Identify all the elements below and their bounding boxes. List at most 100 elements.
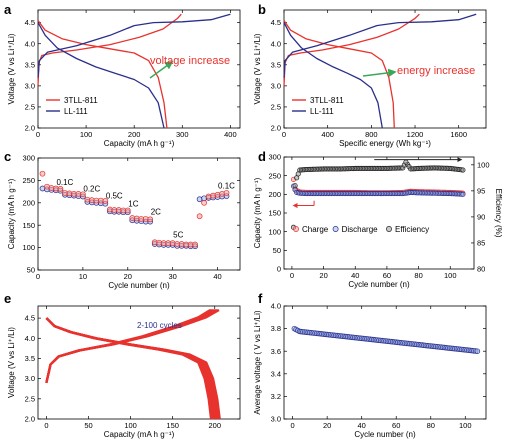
data-point-charge [219, 190, 225, 197]
data-point-discharge [460, 191, 466, 197]
data-point-charge [124, 207, 131, 214]
y-tick-label: 100 [22, 243, 35, 252]
y-tick-label: 3.2 [271, 392, 281, 401]
y-tick-label: 300 [268, 153, 281, 162]
y-axis-label: Voltage (V vs Li⁺/Li) [253, 33, 262, 104]
y-axis-label: Capacity (mA h g⁻¹) [253, 177, 262, 248]
y-tick-label: 4.0 [25, 39, 35, 48]
x-tick-label: 10 [79, 272, 87, 281]
panel-label-e: e [4, 291, 11, 306]
legend-marker [386, 226, 392, 232]
y-axis-label: Voltage (V vs Li⁺/Li) [7, 327, 16, 398]
series-LL-111-discharge-line [283, 22, 383, 129]
annotation-arrow [362, 68, 397, 78]
data-point-charge [39, 170, 46, 177]
data-point-efficiency [403, 159, 409, 165]
data-point-charge [102, 198, 109, 204]
y-axis-label: Average voltage ( V vs Li⁺/Li) [253, 310, 262, 414]
x-axis-label: Cycle number (n) [348, 280, 410, 289]
y-tick-label: 3.0 [25, 374, 35, 383]
data-point-charge [196, 213, 203, 220]
rate-label: 0.1C [56, 178, 73, 187]
y-axis-label: Voltage (V vs Li⁺/Li) [7, 33, 16, 104]
legend-label: 3TLL-811 [64, 96, 98, 105]
panel-e-chart: 0 50 100 150 200 2.0 2.5 3.0 3.5 4.0 4.5 Capacity (… [7, 305, 241, 439]
plot-frame [37, 305, 241, 420]
rate-label: 0.2C [83, 185, 100, 194]
x-axis-label: Cycle number (n) [354, 430, 416, 439]
y-tick-label: 3.5 [271, 60, 281, 69]
y-axis-label: Capacity (mA h g⁻¹) [7, 178, 16, 249]
y-tick-label: 150 [268, 209, 281, 218]
x-tick-label: 40 [213, 272, 221, 281]
data-point-charge [169, 240, 176, 246]
x-tick-label: 0 [44, 421, 48, 430]
y-tick-label: 4.0 [271, 302, 281, 311]
x-tick-label: 1200 [407, 130, 424, 139]
x-tick-label: 100 [80, 130, 93, 139]
legend-label: Efficiency [395, 225, 429, 234]
y-tick-label: 3.4 [271, 369, 281, 378]
panel-label-d: d [258, 149, 266, 164]
panel-d-chart: 0 20 40 60 80 100 0 50 100 150 200 250 300 Cycle numb… [253, 153, 503, 289]
y-tick-label: 100 [268, 227, 281, 236]
annotation-text: voltage increase [150, 55, 230, 67]
data-point-charge [201, 199, 207, 206]
cycle-curve-charge [45, 309, 211, 383]
x-tick-label: 20 [319, 271, 327, 280]
rate-label: 0.5C [106, 191, 123, 200]
x-tick-label: 1600 [450, 130, 467, 139]
y-tick-label: 4.5 [271, 18, 281, 27]
series-LL-111-charge-line [283, 13, 477, 78]
rate-label: 1C [128, 199, 138, 208]
x-tick-label: 20 [124, 272, 132, 281]
legend-marker [293, 226, 299, 232]
y-tick-label: 3.0 [25, 81, 35, 90]
y-tick-label: 3.5 [25, 60, 35, 69]
x-axis-label: Capacity (mA h g⁻¹) [104, 430, 175, 439]
y2-tick-label: 90 [477, 213, 485, 222]
rate-label: 5C [173, 231, 183, 240]
panel-a-chart: 0 100 200 300 400 2.0 2.5 3.0 3.5 4.0 4.5 Capacity … [7, 9, 241, 148]
x-tick-label: 100 [444, 271, 457, 280]
x-tick-label: 0 [36, 272, 40, 281]
legend-label: 3TLL-811 [310, 96, 344, 105]
data-point-charge [57, 186, 64, 192]
legend-label: Charge [302, 225, 329, 234]
plot-frame [283, 305, 487, 420]
y-tick-label: 4.0 [271, 39, 281, 48]
x-tick-label: 100 [124, 421, 137, 430]
data-point-charge [192, 241, 198, 248]
y-tick-label: 200 [22, 198, 35, 207]
y-tick-label: 150 [22, 221, 35, 230]
y-tick-label: 250 [268, 171, 281, 180]
series-3TLL-811-discharge-line [283, 20, 395, 129]
y-tick-label: 0 [277, 265, 281, 274]
x-tick-label: 0 [291, 421, 295, 430]
x-tick-label: 60 [383, 271, 391, 280]
x-tick-label: 300 [176, 130, 189, 139]
data-point-charge [214, 191, 221, 198]
x-tick-label: 150 [166, 421, 179, 430]
y2-tick-label: 80 [477, 265, 485, 274]
x-tick-label: 400 [321, 130, 334, 139]
legend-label: LL-111 [310, 107, 334, 116]
legend-label: Discharge [342, 225, 379, 234]
x-tick-label: 400 [224, 130, 237, 139]
y-tick-label: 3.0 [271, 415, 281, 424]
x-axis-label: Specific energy (Wh kg⁻¹) [339, 139, 431, 148]
x-tick-label: 60 [392, 421, 400, 430]
annotation-text: 2-100 cycles [137, 321, 182, 330]
x-tick-label: 800 [365, 130, 378, 139]
series-LL-111-charge-line [37, 13, 231, 78]
y-tick-label: 2.5 [25, 103, 35, 112]
y-tick-label: 4.5 [25, 18, 35, 27]
x-tick-label: 0 [290, 271, 294, 280]
y-tick-label: 2.0 [271, 124, 281, 133]
y2-axis-label: Efficiency (%) [494, 189, 503, 238]
x-tick-label: 80 [414, 271, 422, 280]
x-tick-label: 80 [427, 421, 435, 430]
legend-label: LL-111 [64, 107, 88, 116]
y-tick-label: 4.0 [25, 334, 35, 343]
